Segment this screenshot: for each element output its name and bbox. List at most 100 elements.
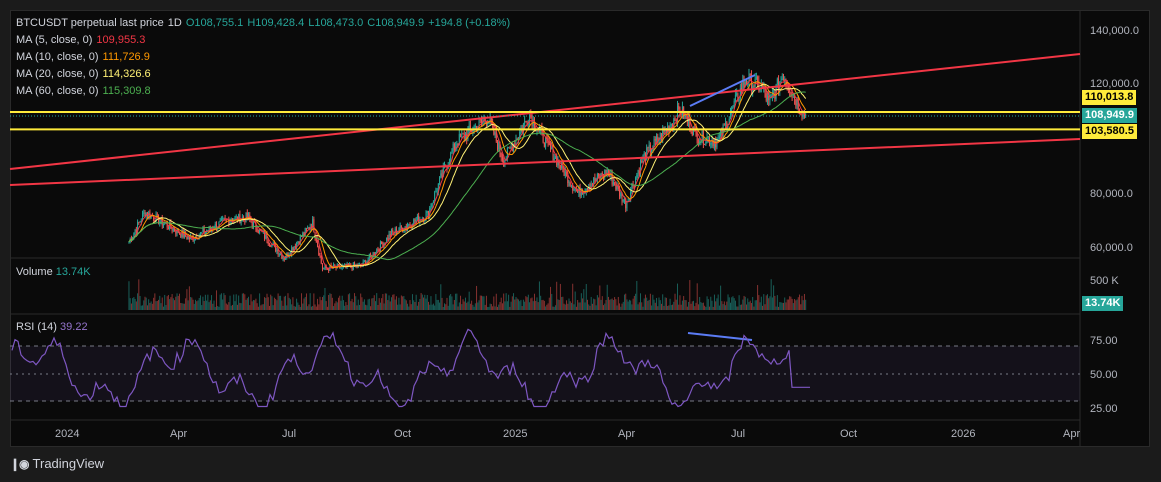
volume-bar: [280, 295, 282, 310]
volume-bar: [734, 300, 736, 310]
candle: [648, 144, 650, 149]
volume-bar: [552, 306, 554, 310]
volume-bar: [384, 293, 386, 310]
candle: [712, 140, 714, 146]
volume-bar: [326, 306, 328, 310]
volume-bar: [757, 285, 759, 310]
candle: [430, 207, 432, 208]
volume-bar: [753, 306, 755, 310]
volume-bar: [525, 296, 527, 310]
divergence-line-price[interactable]: [689, 74, 756, 107]
brand-name: TradingView: [32, 456, 105, 471]
candle: [522, 124, 524, 132]
volume-bar: [494, 306, 496, 310]
volume-bar: [472, 304, 474, 310]
volume-bar: [453, 299, 455, 310]
volume-legend[interactable]: Volume 13.74K: [16, 266, 91, 278]
symbol-name: BTCUSDT perpetual last price: [16, 17, 164, 29]
candle: [241, 217, 243, 220]
volume-bar: [652, 294, 654, 310]
volume-bar: [554, 305, 556, 310]
volume-bar: [641, 302, 643, 310]
candle: [534, 119, 535, 129]
price-tag-last[interactable]: 108,949.9: [1082, 108, 1137, 123]
volume-bar: [477, 302, 479, 310]
volume-bar: [779, 302, 781, 310]
volume-bar: [684, 299, 686, 310]
volume-bar: [182, 303, 184, 310]
volume-bar: [429, 304, 431, 310]
candle: [220, 218, 222, 221]
volume-bar: [633, 295, 635, 310]
footer-brand[interactable]: ❙◉ TradingView: [10, 456, 104, 471]
volume-bar: [319, 296, 321, 310]
candle: [635, 177, 637, 187]
volume-bar: [133, 297, 135, 310]
volume-bar: [776, 295, 778, 310]
volume-bar: [674, 293, 676, 310]
volume-bar: [529, 302, 531, 310]
ma-legend-60[interactable]: MA (60, close, 0) 115,309.8: [16, 85, 155, 98]
ma-legend-5[interactable]: MA (5, close, 0) 109,955.3: [16, 34, 149, 47]
price-axis-tick: 140,000.0: [1090, 25, 1139, 37]
volume-bar: [317, 298, 319, 310]
volume-bar: [395, 296, 397, 310]
candle: [452, 143, 454, 152]
volume-bar: [797, 297, 799, 310]
volume-bar: [574, 291, 576, 310]
candle: [399, 225, 401, 231]
candle: [376, 249, 378, 254]
volume-bar: [521, 306, 523, 310]
volume-bar: [535, 300, 537, 310]
ma-legend-10[interactable]: MA (10, close, 0) 111,726.9: [16, 51, 154, 64]
volume-bar: [733, 298, 735, 310]
volume-bar: [594, 299, 596, 310]
volume-bar: [241, 293, 243, 310]
volume-bar: [774, 295, 776, 310]
candle: [676, 106, 678, 123]
volume-bar: [222, 299, 224, 310]
candle: [488, 122, 490, 124]
candle: [285, 257, 286, 260]
price-tag-level[interactable]: 110,013.8: [1082, 90, 1137, 105]
divergence-line-rsi[interactable]: [687, 332, 753, 341]
volume-bar: [695, 302, 697, 310]
volume-bar: [338, 297, 340, 310]
interval: 1D: [167, 17, 182, 29]
symbol-legend[interactable]: BTCUSDT perpetual last price 1D O108,755.1…: [16, 17, 514, 30]
candle: [707, 137, 709, 139]
candle: [175, 231, 177, 234]
volume-bar: [600, 299, 602, 310]
candle: [451, 151, 453, 153]
price-tag-level[interactable]: 103,580.5: [1082, 124, 1137, 139]
volume-bar: [766, 294, 768, 310]
volume-bar: [325, 301, 327, 310]
volume-bar: [497, 306, 499, 310]
rsi-legend[interactable]: RSI (14) 39.22: [16, 321, 88, 333]
candle: [596, 174, 598, 180]
candle: [162, 223, 164, 226]
volume-bar: [187, 300, 189, 310]
volume-bar: [404, 299, 406, 310]
volume-bar: [587, 299, 588, 310]
volume-bar: [386, 293, 388, 310]
ohlc-open: O108,755.1: [185, 17, 244, 29]
candle: [312, 219, 314, 229]
ma-legend-20[interactable]: MA (20, close, 0) 114,326.6: [16, 68, 155, 81]
volume-bar: [254, 300, 256, 310]
volume-bar: [272, 305, 274, 310]
volume-bar: [469, 303, 471, 310]
volume-bar: [646, 297, 648, 310]
volume-bar: [747, 298, 749, 310]
trendline-lower[interactable]: [9, 138, 1081, 186]
volume-bar: [691, 301, 693, 310]
candle: [303, 232, 305, 235]
candle: [458, 134, 460, 146]
volume-bar: [134, 298, 136, 310]
candle: [204, 231, 206, 234]
candle: [489, 118, 491, 123]
volume-bar: [570, 302, 572, 310]
candle: [137, 222, 139, 232]
volume-bar: [471, 300, 473, 310]
